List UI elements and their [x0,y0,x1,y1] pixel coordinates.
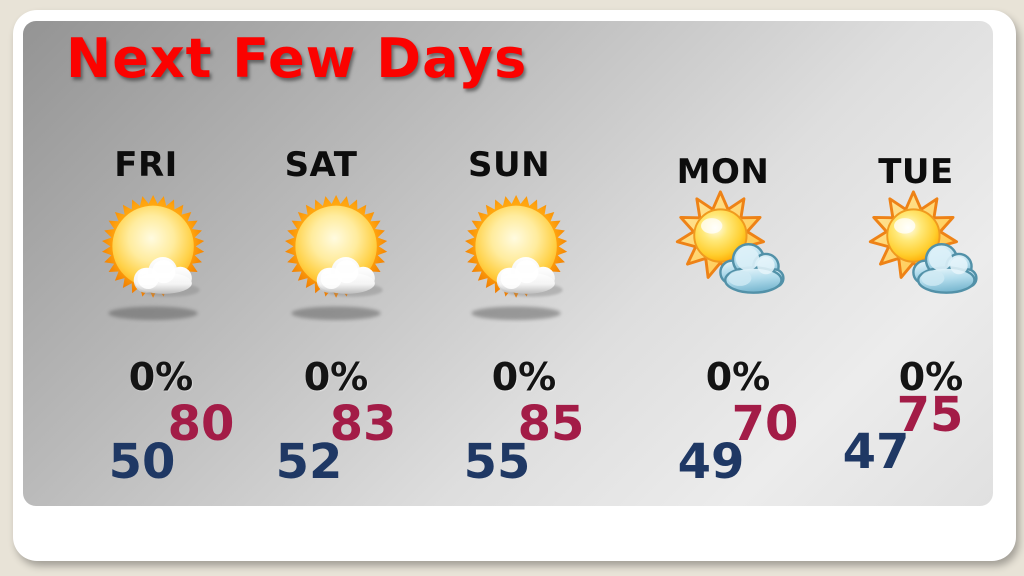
forecast-column-mon: MON [633,21,813,506]
weather-icon [643,189,823,323]
sun-cloud-icon [285,195,388,321]
precip-chance: 0% [705,355,771,399]
high-temp: 75 [896,387,964,443]
forecast-column-sat: SAT [231,21,411,506]
sun-cloud-icon [102,195,205,321]
precip-chance: 0% [491,355,557,399]
weather-icon [429,193,609,327]
high-temp: 80 [167,396,235,452]
low-temp: 49 [677,434,745,490]
precip-chance: 0% [128,355,194,399]
low-temp: 50 [108,434,176,490]
day-label: FRI [114,145,178,185]
day-label: TUE [878,152,954,192]
sun-cloud-icon [465,195,568,321]
weather-icon [836,189,1016,323]
weather-icon [249,193,429,327]
day-label: SAT [284,145,358,185]
slide-frame: Next Few Days FRI [13,10,1016,561]
forecast-panel: Next Few Days FRI [23,21,993,506]
low-temp: 55 [463,434,531,490]
high-temp: 85 [517,396,585,452]
sun-behind-cloud-icon [868,190,978,294]
low-temp: 52 [275,434,343,490]
forecast-column-fri: FRI [56,21,236,506]
forecast-column-tue: TUE [826,21,1006,506]
forecast-column-sun: SUN [419,21,599,506]
slide-title: Next Few Days [66,27,528,90]
precip-chance: 0% [898,355,964,399]
sun-behind-cloud-icon [675,190,785,294]
high-temp: 83 [329,396,397,452]
precip-chance: 0% [303,355,369,399]
weather-icon [66,193,246,327]
day-label: SUN [467,145,551,185]
high-temp: 70 [731,396,799,452]
low-temp: 47 [842,424,910,480]
day-label: MON [676,152,770,192]
